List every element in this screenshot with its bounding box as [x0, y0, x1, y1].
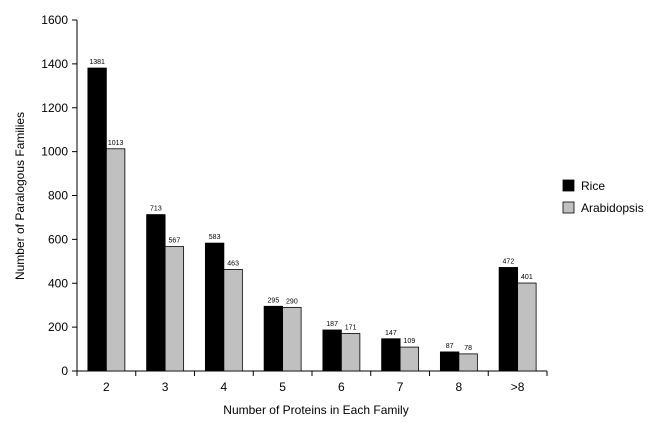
y-tick-label: 1000: [41, 145, 68, 159]
bar-arabidopsis-4: [223, 269, 243, 372]
data-label: 295: [268, 297, 280, 304]
bar-rice-5: [263, 305, 284, 372]
y-tick-label: 1200: [41, 101, 68, 115]
data-labels: 1381 713 583 295 187 147 87 472 1013 567 463 290 171…: [89, 59, 532, 352]
bar-rice-3: [146, 214, 166, 372]
data-label: 1381: [89, 59, 105, 66]
data-label: 401: [521, 274, 533, 281]
bar-arabidopsis-2: [105, 148, 126, 372]
y-tick-label: 400: [48, 276, 68, 290]
bar-rice-gt8: [498, 267, 519, 372]
y-tick-label: 0: [61, 364, 68, 378]
x-tick-label: 4: [221, 380, 228, 394]
bar-arabidopsis-6: [340, 333, 361, 372]
x-axis-title: Number of Proteins in Each Family: [223, 403, 408, 417]
y-axis-title: Number of Paralogous Families: [13, 112, 27, 280]
bar-rice-8: [439, 351, 460, 372]
bar-rice-2: [87, 67, 107, 372]
x-tick-label: 8: [456, 380, 463, 394]
bar-rice-6: [322, 329, 342, 372]
data-label: 109: [404, 338, 416, 345]
x-tick-label: >8: [511, 380, 525, 394]
legend-swatch-rice: [562, 179, 575, 192]
data-label: 472: [503, 258, 515, 265]
x-tick-label: 7: [397, 380, 404, 394]
data-label: 567: [169, 238, 181, 245]
bars: [87, 67, 537, 372]
y-tick-label: 1600: [41, 13, 68, 27]
data-label: 583: [209, 234, 221, 241]
bar-arabidopsis-gt8: [517, 282, 537, 372]
bar-rice-4: [204, 242, 225, 372]
data-label: 147: [385, 330, 397, 337]
y-tick-label: 800: [48, 189, 68, 203]
legend: Rice Arabidopsis: [562, 179, 644, 215]
data-label: 713: [150, 206, 162, 213]
x-tick-label: 5: [279, 380, 286, 394]
bar-arabidopsis-8: [458, 353, 478, 372]
data-label: 187: [326, 321, 338, 328]
data-label: 78: [464, 345, 472, 352]
legend-swatch-arabidopsis: [562, 201, 575, 214]
bar-rice-7: [381, 338, 401, 372]
x-tick-label: 2: [103, 380, 110, 394]
data-label: 1013: [108, 140, 124, 147]
data-label: 171: [345, 324, 357, 331]
y-tick-label: 200: [48, 320, 68, 334]
x-tick-label: 6: [338, 380, 345, 394]
legend-label-rice: Rice: [581, 179, 605, 193]
legend-label-arabidopsis: Arabidopsis: [581, 201, 644, 215]
data-label: 87: [446, 343, 454, 350]
bar-arabidopsis-5: [282, 306, 302, 372]
y-tick-label: 1400: [41, 57, 68, 71]
x-tick-label: 3: [162, 380, 169, 394]
bar-arabidopsis-3: [164, 246, 185, 372]
data-label: 290: [286, 298, 298, 305]
bar-arabidopsis-7: [399, 346, 420, 372]
data-label: 463: [227, 260, 239, 267]
y-tick-label: 600: [48, 232, 68, 246]
